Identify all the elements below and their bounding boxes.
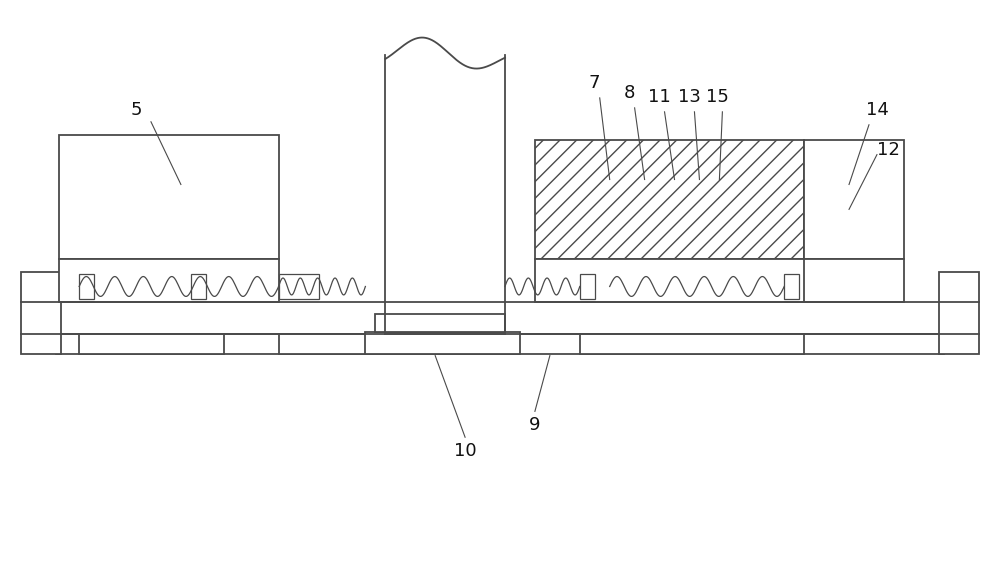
Bar <box>56 334 944 354</box>
Bar <box>279 334 373 354</box>
Text: 9: 9 <box>529 416 541 434</box>
Text: 5: 5 <box>130 101 142 119</box>
Bar <box>784 274 799 299</box>
Text: 13: 13 <box>678 88 701 106</box>
Text: 7: 7 <box>589 74 600 92</box>
Bar <box>59 259 279 302</box>
Text: 11: 11 <box>648 88 671 106</box>
Bar <box>79 274 94 299</box>
Text: 14: 14 <box>866 101 888 119</box>
Text: 15: 15 <box>706 88 729 106</box>
Text: 12: 12 <box>877 140 900 158</box>
Bar <box>375 314 505 332</box>
Bar <box>365 332 520 354</box>
Bar <box>191 274 206 299</box>
Bar <box>279 274 319 299</box>
Bar <box>804 140 904 259</box>
Bar <box>79 334 224 354</box>
Bar <box>939 272 979 354</box>
Bar <box>21 272 61 354</box>
Text: 10: 10 <box>454 442 476 460</box>
Bar <box>535 140 804 259</box>
Bar <box>59 135 279 259</box>
Bar <box>580 274 595 299</box>
Bar <box>580 334 804 354</box>
Bar <box>804 259 904 302</box>
Text: 8: 8 <box>624 84 635 102</box>
Bar <box>535 259 829 302</box>
